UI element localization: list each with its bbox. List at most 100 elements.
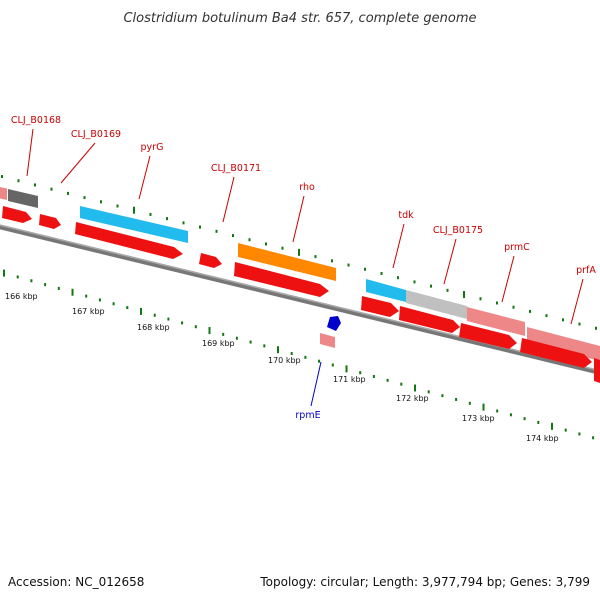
label-leader-line (570, 278, 584, 325)
kbp-label: 172 kbp (396, 394, 429, 403)
lower-tick (359, 371, 362, 375)
upper-tick (529, 309, 531, 313)
feature-outer-orange-rho (238, 243, 336, 281)
upper-tick (133, 206, 135, 214)
gene-label: prfA (576, 265, 596, 276)
upper-tick (562, 318, 564, 322)
lower-tick (208, 327, 211, 335)
upper-tick (232, 234, 234, 238)
lower-tick (523, 417, 526, 421)
kbp-label: 170 kbp (268, 356, 301, 365)
upper-tick (265, 242, 267, 246)
lower-tick (441, 394, 444, 398)
label-leader-line (501, 255, 515, 303)
upper-tick (1, 175, 3, 179)
lower-tick (386, 378, 389, 382)
cds-arrow-4 (199, 253, 222, 268)
lower-tick (44, 283, 47, 287)
lower-tick (564, 428, 567, 432)
backbone-highlight (0, 224, 600, 372)
upper-tick (182, 221, 185, 225)
lower-tick (290, 352, 293, 356)
lower-tick (537, 420, 540, 424)
feature-outer-pink-prmc (467, 307, 525, 336)
lower-tick (235, 336, 238, 340)
label-leader-line (26, 128, 34, 177)
lower-tick (153, 313, 156, 317)
upper-tick (314, 255, 317, 259)
feature-outer-cyan-pyrg (80, 206, 188, 243)
lower-tick (496, 409, 499, 413)
upper-tick (595, 326, 597, 330)
lower-tick (414, 384, 416, 392)
lower-tick (509, 413, 512, 417)
cds-arrow-6 (361, 296, 399, 317)
cds-arrow-9 (520, 338, 592, 368)
lower-tick (331, 363, 334, 367)
kbp-label: 169 kbp (202, 339, 235, 348)
upper-tick (578, 322, 581, 326)
label-leader-line-rpme (310, 361, 322, 407)
upper-tick (545, 314, 548, 318)
lower-tick (551, 422, 553, 430)
cds-arrow-3 (75, 222, 183, 259)
lower-tick (468, 401, 471, 405)
lower-tick (16, 275, 19, 279)
upper-tick-track (1, 175, 597, 330)
label-leader-line (292, 195, 305, 243)
upper-tick (166, 217, 168, 221)
upper-tick (380, 271, 383, 275)
upper-tick (479, 297, 482, 301)
lower-tick (578, 432, 581, 436)
lower-tick (98, 298, 101, 302)
lower-tick (126, 306, 129, 310)
lower-tick (318, 359, 321, 363)
kbp-label-group: 166 kbp 167 kbp 168 kbp 169 kbp 170 kbp 171 k… (5, 292, 559, 443)
gene-label: tdk (398, 210, 414, 221)
topology-text: Topology: circular; Length: 3,977,794 bp… (259, 575, 590, 589)
upper-tick (199, 225, 201, 229)
lower-tick (304, 355, 307, 359)
lower-tick (112, 302, 115, 306)
feature-outer-cyan-tdk (366, 279, 406, 302)
lower-tick (3, 269, 5, 277)
upper-tick (496, 301, 498, 305)
cds-arrow-10 (594, 358, 600, 383)
lower-tick (249, 340, 252, 344)
lower-tick-track (3, 269, 595, 440)
gene-label: pyrG (141, 142, 164, 153)
upper-tick (83, 196, 86, 200)
kbp-label: 173 kbp (462, 414, 495, 423)
feature-blue-rpme-arrow (327, 316, 341, 331)
kbp-label: 166 kbp (5, 292, 38, 301)
upper-tick (116, 204, 119, 208)
label-leader-line (222, 176, 235, 223)
lower-tick (263, 344, 266, 348)
feature-outer-lightgray-clj-b0175 (406, 290, 467, 319)
feature-outer-pink-prfa (527, 327, 600, 361)
upper-tick (298, 248, 300, 256)
lower-tick (194, 325, 197, 329)
lower-tick (57, 286, 60, 290)
upper-tick (331, 259, 333, 263)
upper-tick (50, 187, 53, 191)
upper-tick (248, 238, 251, 242)
accession-text: Accession: NC_012658 (8, 575, 144, 589)
upper-tick (215, 229, 218, 233)
lower-tick (592, 436, 595, 440)
gene-label-rpme: rpmE (295, 410, 320, 421)
feature-track (0, 187, 600, 383)
feature-pink-rpme (320, 333, 335, 348)
upper-tick (397, 276, 399, 280)
gene-label: CLJ_B0168 (11, 115, 61, 126)
upper-tick (512, 305, 515, 309)
upper-tick (34, 183, 36, 187)
gene-label: CLJ_B0171 (211, 163, 261, 174)
cds-arrow-1 (2, 206, 32, 223)
lower-tick (85, 294, 88, 298)
label-leader-line (60, 142, 96, 184)
feature-outer-darkgray-clj-b0168 (8, 189, 38, 208)
cds-arrow-2 (39, 214, 61, 229)
upper-tick (100, 200, 102, 204)
